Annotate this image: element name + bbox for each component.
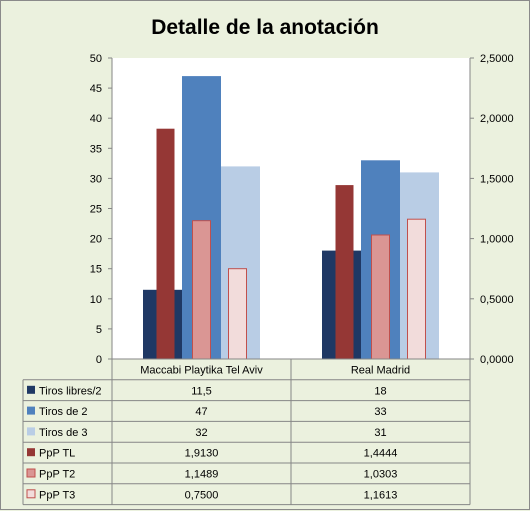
bar-ppp-t3-1 — [407, 218, 426, 360]
legend-swatch — [27, 427, 35, 436]
y-left-tick-label: 10 — [90, 294, 102, 306]
legend-swatch — [27, 406, 35, 415]
y-left-tick-label: 50 — [90, 53, 102, 65]
y-left-tick-label: 5 — [96, 324, 102, 336]
table-cell: 33 — [374, 406, 386, 418]
table-cell: 47 — [195, 406, 207, 418]
y-left-tick-label: 40 — [90, 113, 102, 125]
y-right-tick-label: 1,0000 — [480, 234, 514, 246]
legend-label: Tiros de 3 — [39, 427, 88, 439]
legend-label: PpP T3 — [39, 489, 75, 501]
table-cell: 1,1489 — [185, 469, 219, 481]
table-cell: 1,4444 — [364, 448, 398, 460]
table-cell: 31 — [374, 427, 386, 439]
bar-ppp-t2-0 — [192, 220, 211, 360]
bar-ppp-tl-1 — [335, 185, 354, 359]
legend-label: Tiros de 2 — [39, 406, 88, 418]
table-cell: 11,5 — [191, 385, 212, 397]
legend-swatch — [27, 385, 35, 394]
y-right-tick-label: 0,5000 — [480, 294, 514, 306]
y-left-tick-label: 30 — [90, 173, 102, 185]
bars-group — [143, 76, 439, 360]
legend-swatch — [26, 468, 36, 478]
table-cell: 0,7500 — [185, 489, 219, 501]
y-right-tick-label: 2,0000 — [480, 113, 514, 125]
legend-label: PpP T2 — [39, 469, 75, 481]
chart-title: Detalle de la anotación — [151, 16, 379, 39]
table-cell: 1,0303 — [364, 469, 398, 481]
y-left-tick-label: 20 — [90, 234, 102, 246]
y-left-tick-label: 25 — [90, 204, 102, 216]
y-right-tick-label: 1,5000 — [480, 173, 514, 185]
bar-ppp-t2-1 — [371, 234, 390, 360]
y-right-tick-label: 2,5000 — [480, 53, 514, 65]
y-left-tick-label: 35 — [90, 143, 102, 155]
table-cell: 1,9130 — [185, 448, 219, 460]
bar-ppp-t3-0 — [228, 268, 247, 360]
y-right-tick-label: 0,0000 — [480, 354, 514, 366]
bar-ppp-tl-0 — [156, 128, 175, 359]
table-cell: 18 — [374, 385, 386, 397]
y-left-tick-label: 15 — [90, 264, 102, 276]
axes-group: 0 5 10 15 20 25 30 35 40 45 50 0,0000 0,5000 1,0000 1,… — [90, 53, 514, 366]
table-cell: 32 — [195, 427, 207, 439]
table-cell: 1,1613 — [364, 489, 398, 501]
legend-swatch — [26, 489, 36, 499]
legend-label: Tiros libres/2 — [39, 385, 102, 397]
legend-swatch — [27, 448, 35, 457]
table-category-header: Real Madrid — [351, 365, 410, 377]
data-table: Maccabi Playtika Tel Aviv Real Madrid Tiro… — [22, 358, 471, 506]
table-category-header: Maccabi Playtika Tel Aviv — [140, 365, 263, 377]
y-left-tick-label: 45 — [90, 83, 102, 95]
y-left-tick-label: 0 — [96, 354, 102, 366]
legend-label: PpP TL — [39, 448, 75, 460]
